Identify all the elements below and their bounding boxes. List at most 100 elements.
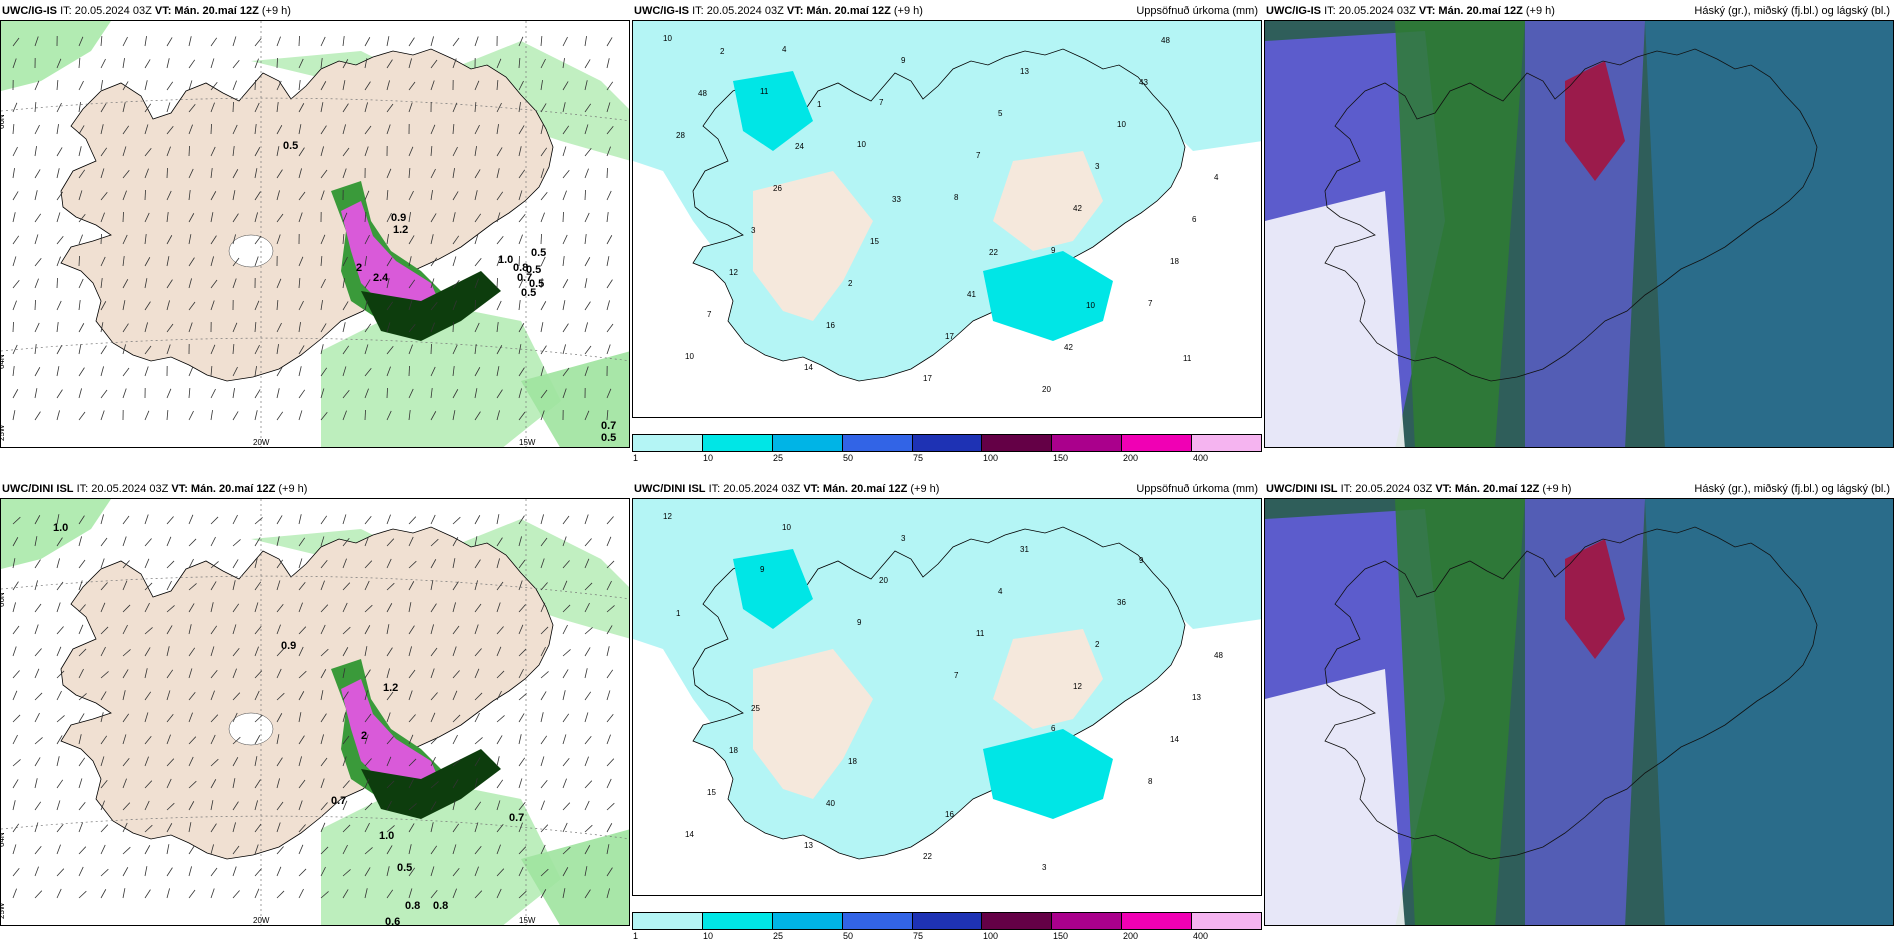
wind-barb — [452, 212, 456, 223]
precip-value: 1 — [817, 100, 822, 109]
wind-barb — [78, 713, 85, 723]
wind-barb — [78, 778, 83, 789]
wind-barb — [342, 80, 346, 91]
wind-barb — [386, 124, 391, 135]
wind-barb — [518, 102, 521, 113]
precip-value: 16 — [945, 810, 954, 819]
precip-value: 10 — [1117, 120, 1126, 129]
wind-barb — [78, 734, 82, 745]
wind-barb — [144, 735, 152, 745]
precip-map[interactable]: 12 9 9 7 6 8 14 10 20 11 12 14 15 13 3 4 2 13 18 40 22 31 36 48… — [632, 498, 1262, 896]
wind-barb — [584, 514, 589, 525]
wind-barb — [606, 190, 612, 201]
wind-barb — [408, 410, 411, 421]
high-cloud — [1395, 21, 1525, 447]
cloud-map[interactable] — [1264, 20, 1894, 448]
wind-barb — [408, 669, 416, 679]
wind-barbs — [12, 514, 615, 899]
wind-barb — [34, 515, 41, 525]
wind-barb — [210, 536, 216, 547]
wind-barb — [34, 80, 40, 91]
wind-barb — [254, 37, 262, 47]
wind-barb — [518, 648, 527, 657]
wind-barb — [342, 626, 351, 635]
pressure-label: 0.7 — [601, 420, 616, 432]
wind-barb — [518, 757, 526, 767]
wind-barb — [364, 37, 371, 47]
wind-barb — [100, 36, 103, 47]
wind-barb — [298, 888, 304, 899]
wind-barb — [34, 580, 38, 591]
wind-map[interactable]: 0.5 0.9 1.2 2 2.4 1.0 0.8 0.7 0.5 0.5 0.5 0.7 0.5 0.5… — [0, 20, 630, 448]
wind-barb — [562, 734, 567, 745]
wind-barb — [122, 256, 125, 267]
wind-barb — [496, 514, 500, 525]
wind-barb — [584, 103, 592, 113]
wind-barb — [166, 146, 171, 157]
wind-barb — [408, 58, 412, 69]
wind-barb — [210, 58, 215, 69]
wind-barb — [562, 822, 568, 833]
wind-map[interactable]: 1.0 0.9 1.2 2 0.7 1.0 0.5 0.7 0.6 0.8 0.8 66N 64N 25W… — [0, 498, 630, 926]
precip-value: 17 — [945, 332, 954, 341]
wind-barb — [254, 756, 258, 767]
wind-barb — [342, 168, 347, 179]
precip-value: 12 — [729, 268, 738, 277]
wind-barb — [34, 890, 43, 899]
wind-barb — [188, 514, 194, 525]
wind-barb — [320, 169, 328, 179]
wind-barb — [606, 279, 613, 289]
wind-barb — [430, 80, 435, 91]
wind-barb — [210, 625, 218, 635]
panel-title: UWC/DINI ISL IT: 20.05.2024 03Z VT: Mán.… — [2, 483, 308, 495]
wind-barb — [452, 102, 458, 113]
wind-barb — [276, 890, 285, 899]
wind-barb — [518, 80, 524, 91]
wind-barb — [452, 300, 457, 311]
wind-barb — [562, 536, 567, 547]
dry-area — [753, 171, 873, 321]
wind-barb — [166, 323, 174, 333]
wind-barb — [276, 580, 281, 591]
wind-barb — [100, 558, 105, 569]
wind-barb — [496, 389, 503, 399]
wind-barb — [298, 626, 307, 635]
wind-barb — [474, 213, 482, 223]
wind-barb — [342, 537, 350, 547]
wind-barb — [562, 846, 571, 855]
precip-value-labels: 1299768141020111214151334213184022313648… — [663, 512, 1223, 872]
wind-barb — [78, 846, 87, 855]
wind-barb — [430, 889, 438, 899]
wind-barb — [254, 714, 263, 723]
wind-barb — [34, 778, 38, 789]
wind-barb — [56, 235, 64, 245]
precip-value: 3 — [751, 226, 756, 235]
wind-barb — [188, 278, 192, 289]
wind-barb — [56, 389, 63, 399]
wind-barb — [100, 168, 105, 179]
lat-line — [1, 97, 629, 122]
wind-barb — [122, 102, 126, 113]
wind-barb — [34, 822, 39, 833]
pressure-label: 0.5 — [397, 862, 412, 874]
wind-barb — [518, 344, 522, 355]
wind-barb — [144, 647, 151, 657]
clear-area — [1265, 669, 1405, 925]
wind-barb — [12, 714, 21, 723]
wind-barb — [188, 59, 196, 69]
wind-barb — [276, 80, 282, 91]
wind-barb — [584, 147, 592, 157]
wind-barb — [254, 888, 260, 899]
wind-barb — [320, 411, 328, 421]
wind-barb — [34, 845, 42, 855]
precip-value: 41 — [967, 290, 976, 299]
wind-barb — [386, 514, 391, 525]
wind-barb — [364, 690, 368, 701]
precip-map[interactable]: 10 11 10 8 9 7 10 4 7 7 42 18 7 14 9 5 3 6 12 16 17 13 10 4 3 2 17… — [632, 20, 1262, 418]
wind-barb — [474, 692, 483, 701]
wind-barb — [320, 778, 325, 789]
cloud-map[interactable] — [1264, 498, 1894, 926]
wind-barb — [562, 344, 566, 355]
wind-barb — [320, 256, 323, 267]
wind-barb — [12, 37, 20, 47]
